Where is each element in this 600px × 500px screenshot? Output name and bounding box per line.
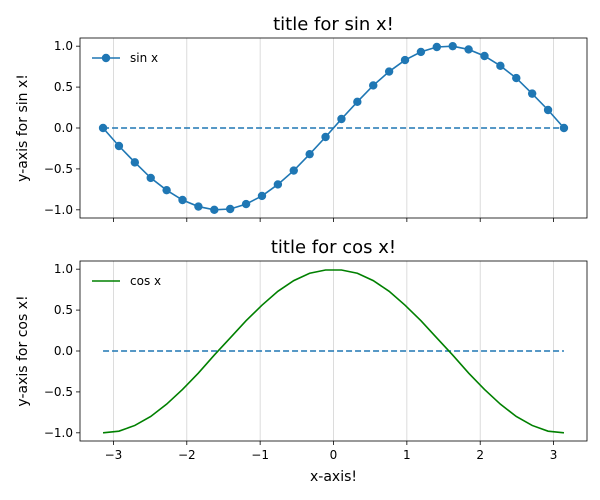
y-tick-label: 0.0 (54, 121, 73, 135)
y-axis-label: y-axis for sin x! (15, 74, 31, 182)
x-tick-label: −1 (251, 448, 269, 462)
data-point (448, 41, 457, 51)
data-point (321, 132, 330, 142)
data-point (512, 73, 521, 83)
data-point (400, 55, 410, 65)
data-point (527, 89, 537, 98)
data-point (305, 149, 314, 159)
data-point (194, 202, 203, 211)
x-axis-label: x-axis! (310, 469, 357, 485)
data-point (257, 191, 267, 201)
y-tick-label: 1.0 (54, 39, 73, 53)
data-point (480, 51, 489, 61)
legend-label: sin x (130, 51, 158, 65)
data-point (432, 42, 442, 52)
chart-panel-1: −1.0 −0.5 0.0 0.5 1.0 sin x title for sin x! y-… (15, 14, 588, 222)
data-point (162, 185, 171, 195)
data-point (289, 166, 298, 175)
data-point (210, 205, 219, 215)
chart-title: title for sin x! (273, 14, 394, 35)
x-tick-label: 2 (476, 448, 484, 462)
x-tick-label: 0 (330, 448, 338, 462)
y-tick-label: 0.5 (54, 303, 73, 317)
data-point (225, 204, 235, 214)
data-point (130, 158, 140, 167)
chart-panel-2: −3 −2 −1 0 1 2 3 −1.0 −0.5 0.0 0.5 1.0 cos x title fo… (15, 237, 588, 485)
x-tick-label: 1 (403, 448, 411, 462)
data-point (464, 45, 473, 54)
data-point (559, 123, 569, 133)
x-tick-label: −3 (105, 448, 123, 462)
data-point (543, 105, 553, 115)
y-tick-label: −0.5 (44, 385, 73, 399)
y-tick-label: −1.0 (44, 426, 73, 440)
chart-title: title for cos x! (271, 237, 396, 258)
data-point (98, 123, 108, 133)
x-tick-label: 3 (550, 448, 558, 462)
data-point (384, 67, 394, 76)
legend-label: cos x (130, 274, 161, 288)
data-point (496, 61, 505, 71)
legend-marker (101, 53, 111, 63)
y-axis-label: y-axis for cos x! (15, 295, 31, 406)
y-tick-label: 0.5 (54, 80, 73, 94)
y-tick-label: 1.0 (54, 262, 73, 276)
y-tick-label: 0.0 (54, 344, 73, 358)
data-point (146, 173, 155, 183)
data-point (369, 81, 378, 90)
data-point (273, 180, 283, 189)
data-point (114, 141, 124, 151)
series-line-1 (102, 269, 565, 434)
x-tick-label: −2 (178, 448, 196, 462)
data-point (416, 47, 426, 57)
y-tick-label: −0.5 (44, 162, 73, 176)
data-point (178, 195, 187, 205)
data-point (337, 114, 346, 124)
data-point (353, 97, 362, 107)
y-tick-label: −1.0 (44, 203, 73, 217)
data-point (241, 199, 251, 209)
